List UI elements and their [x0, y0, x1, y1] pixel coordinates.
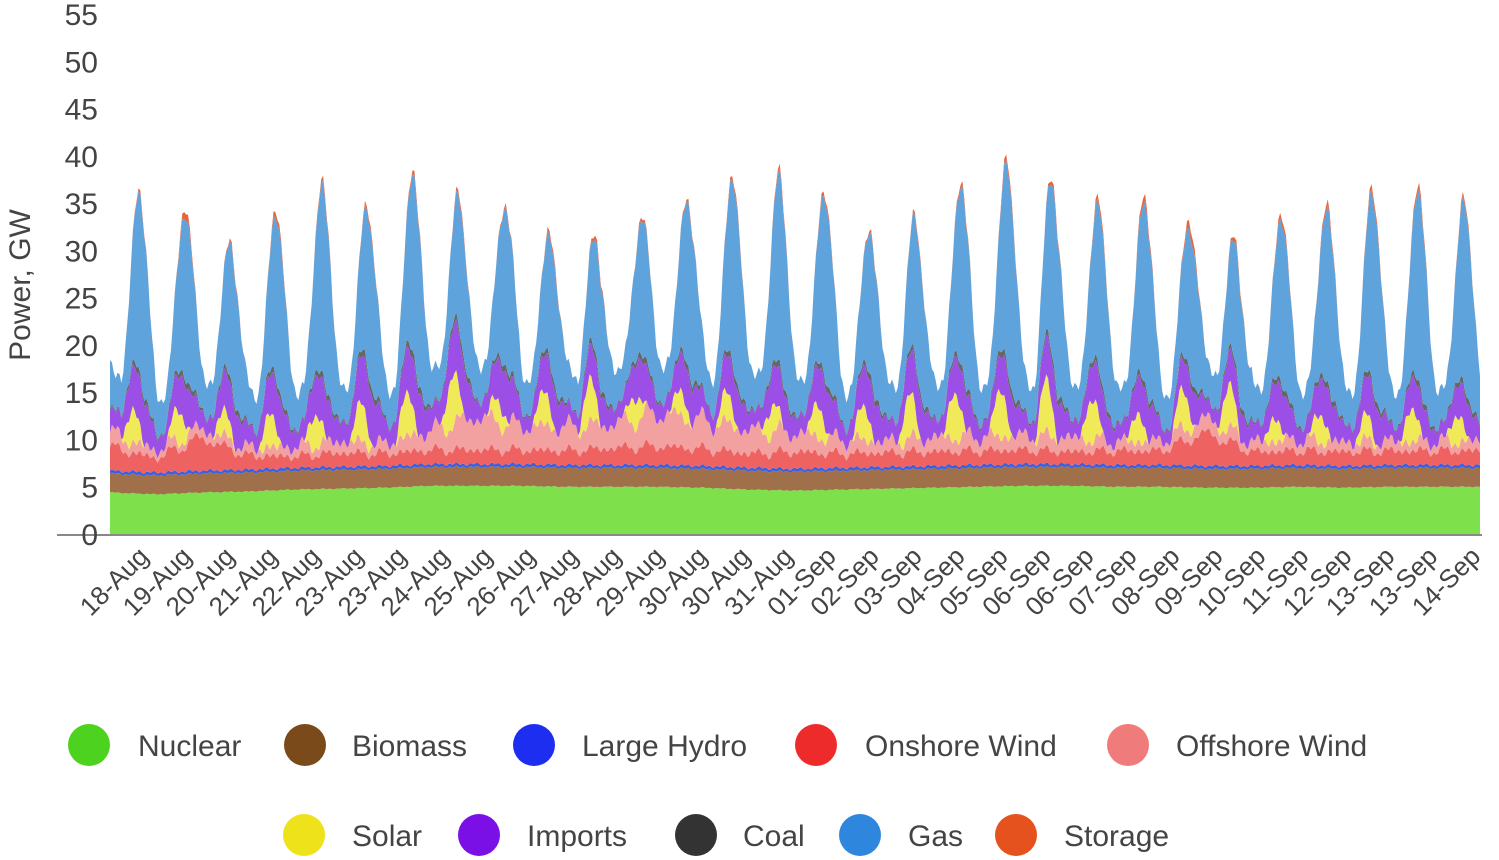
legend-label: Coal — [743, 820, 805, 853]
legend-item-solar[interactable]: Solar — [283, 814, 422, 856]
legend-item-large-hydro[interactable]: Large Hydro — [513, 724, 747, 766]
y-axis-label: Power, GW — [4, 208, 37, 360]
series-area-solar — [110, 370, 1480, 459]
legend-swatch — [513, 724, 555, 766]
y-tick-label: 35 — [65, 188, 98, 221]
legend-label: Gas — [908, 820, 963, 853]
legend-label: Solar — [352, 820, 422, 853]
legend-item-storage[interactable]: Storage — [995, 814, 1169, 856]
legend-swatch — [995, 814, 1037, 856]
y-tick-label: 5 — [81, 472, 98, 505]
legend-swatch — [68, 724, 110, 766]
legend-label: Nuclear — [138, 730, 241, 763]
legend-label: Imports — [527, 820, 627, 853]
legend-item-nuclear[interactable]: Nuclear — [68, 724, 241, 766]
series-area-large-hydro — [110, 462, 1480, 477]
legend-item-imports[interactable]: Imports — [458, 814, 627, 856]
y-tick-label: 20 — [65, 330, 98, 363]
legend-item-coal[interactable]: Coal — [675, 814, 805, 856]
legend-item-onshore-wind[interactable]: Onshore Wind — [795, 724, 1057, 766]
legend-swatch — [675, 814, 717, 856]
y-tick-label: 45 — [65, 94, 98, 127]
legend-item-gas[interactable]: Gas — [839, 814, 963, 856]
series-area-gas — [110, 159, 1480, 440]
y-tick-label: 40 — [65, 141, 98, 174]
y-tick-label: 25 — [65, 283, 98, 316]
legend: Nuclear Biomass Large Hydro Onshore Wind Off… — [68, 724, 1367, 856]
legend-swatch — [458, 814, 500, 856]
y-tick-label: 50 — [65, 46, 98, 79]
y-axis-ticks: 0 5 10 15 20 25 30 35 40 45 50 55 — [65, 0, 98, 552]
y-tick-label: 15 — [65, 377, 98, 410]
legend-swatch — [839, 814, 881, 856]
legend-swatch — [1107, 724, 1149, 766]
legend-swatch — [795, 724, 837, 766]
legend-label: Onshore Wind — [865, 730, 1057, 763]
x-axis-ticks: 18-Aug19-Aug20-Aug21-Aug22-Aug23-Aug23-A… — [74, 541, 1486, 621]
legend-label: Offshore Wind — [1176, 730, 1367, 763]
chart-areas — [110, 154, 1480, 535]
y-tick-label: 10 — [65, 424, 98, 457]
legend-item-offshore-wind[interactable]: Offshore Wind — [1107, 724, 1367, 766]
series-area-nuclear — [110, 485, 1480, 535]
series-area-biomass — [110, 465, 1480, 495]
series-area-imports — [110, 318, 1480, 459]
series-area-offshore-wind — [110, 400, 1480, 463]
legend-swatch — [284, 724, 326, 766]
legend-label: Large Hydro — [582, 730, 747, 763]
legend-label: Storage — [1064, 820, 1169, 853]
y-tick-label: 0 — [81, 519, 98, 552]
legend-item-biomass[interactable]: Biomass — [284, 724, 467, 766]
legend-label: Biomass — [352, 730, 467, 763]
legend-swatch — [283, 814, 325, 856]
series-area-onshore-wind — [110, 428, 1480, 474]
y-tick-label: 30 — [65, 235, 98, 268]
y-tick-label: 55 — [65, 0, 98, 32]
